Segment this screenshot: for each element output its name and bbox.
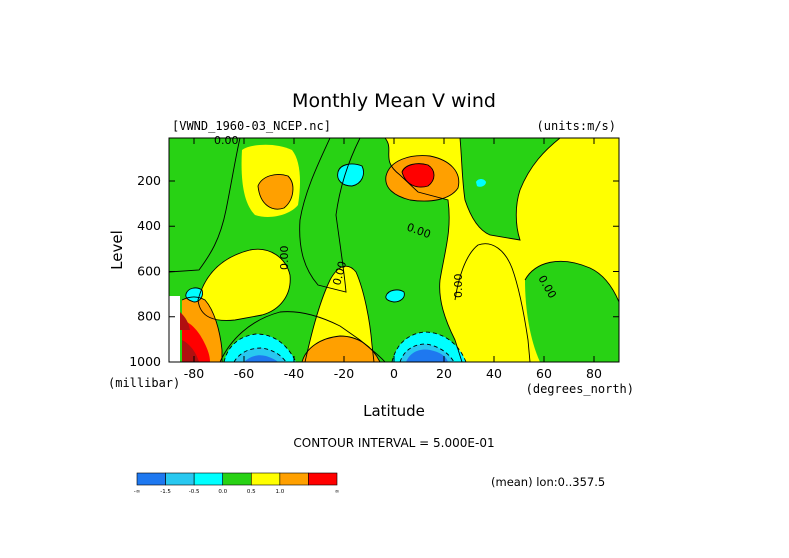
y-tick-label: 800 [137, 309, 161, 324]
colorbar-swatch [279, 472, 309, 486]
y-axis-title: Level [108, 230, 126, 270]
field-yellow-right [455, 243, 530, 362]
field-red-jet [402, 163, 434, 188]
x-tick-label: 60 [536, 366, 552, 381]
colorbar-swatch [193, 472, 224, 486]
field-darkred-edge [180, 312, 190, 330]
contour-label-3: 0.00 [278, 246, 291, 271]
x-axis: -80 -60 -40 -20 0 20 40 60 80 [184, 138, 602, 381]
colorbar-swatch [165, 472, 195, 486]
colorbar-label: -∞ [134, 489, 141, 495]
x-tick-label: -40 [284, 366, 304, 381]
x-tick-label: 80 [586, 366, 602, 381]
colorbar-swatch [308, 472, 338, 486]
plot-area [169, 138, 619, 362]
field-cyan-spot-4 [476, 179, 486, 187]
contour-label-4: 0.00 [330, 260, 349, 287]
chart-title: Monthly Mean V wind [292, 90, 496, 112]
field-green-upper-left [169, 138, 240, 272]
field-green-right [460, 138, 560, 240]
colorbar-swatch [222, 472, 252, 486]
field-green-far-right [525, 261, 619, 362]
y-axis: 200 400 600 800 1000 [129, 173, 619, 369]
colorbar-label: -1.5 [160, 489, 171, 495]
x-axis-title: Latitude [363, 402, 425, 420]
x-tick-label: 20 [436, 366, 452, 381]
x-tick-label: 40 [486, 366, 502, 381]
field-darkblue-low-left [244, 355, 278, 362]
colorbar-label: 0.5 [247, 489, 256, 495]
dataset-label: [VWND_1960-03_NCEP.nc] [172, 119, 331, 133]
contour-lines [169, 138, 619, 362]
colorbar-label: 1.0 [275, 489, 284, 495]
y-tick-label: 1000 [129, 354, 161, 369]
y-tick-label: 400 [137, 218, 161, 233]
y-units-label: (millibar) [108, 376, 180, 390]
x-tick-label: 0 [390, 366, 398, 381]
x-units-label: (degrees_north) [526, 382, 634, 396]
x-tick-label: -80 [184, 366, 204, 381]
contour-label-5: 0.00 [452, 274, 465, 299]
x-tick-label: -20 [334, 366, 354, 381]
colorbar-swatch [250, 472, 281, 486]
field-yellow-left [198, 249, 291, 321]
contour-interval-label: CONTOUR INTERVAL = 5.000E-01 [293, 436, 494, 450]
mean-label: (mean) lon:0..357.5 [491, 475, 605, 489]
x-tick-label: -60 [234, 366, 254, 381]
contour-lines-negative [223, 331, 467, 362]
colorbar-swatch [136, 472, 166, 486]
field-green-center [240, 138, 360, 292]
field-orange-upper [258, 174, 293, 210]
contour-label-1: 0.00 [214, 134, 239, 147]
field-cyan-spot-1 [337, 164, 364, 186]
colorbar-label: -0.5 [189, 489, 200, 495]
field-cyan-spot-3 [385, 289, 405, 302]
y-tick-label: 600 [137, 263, 161, 278]
field-darkblue-low-center [406, 349, 448, 362]
colorbar-label: 0.0 [218, 489, 227, 495]
colorbar-label: ∞ [335, 489, 340, 495]
colorbar: -∞ -1.5 -0.5 0.0 0.5 1.0 ∞ [134, 472, 340, 495]
y-tick-label: 200 [137, 173, 161, 188]
units-label: (units:m/s) [537, 119, 616, 133]
field-orange-low-center [302, 336, 380, 362]
field-missing [169, 296, 180, 362]
field-darkred-low-left [182, 340, 199, 362]
